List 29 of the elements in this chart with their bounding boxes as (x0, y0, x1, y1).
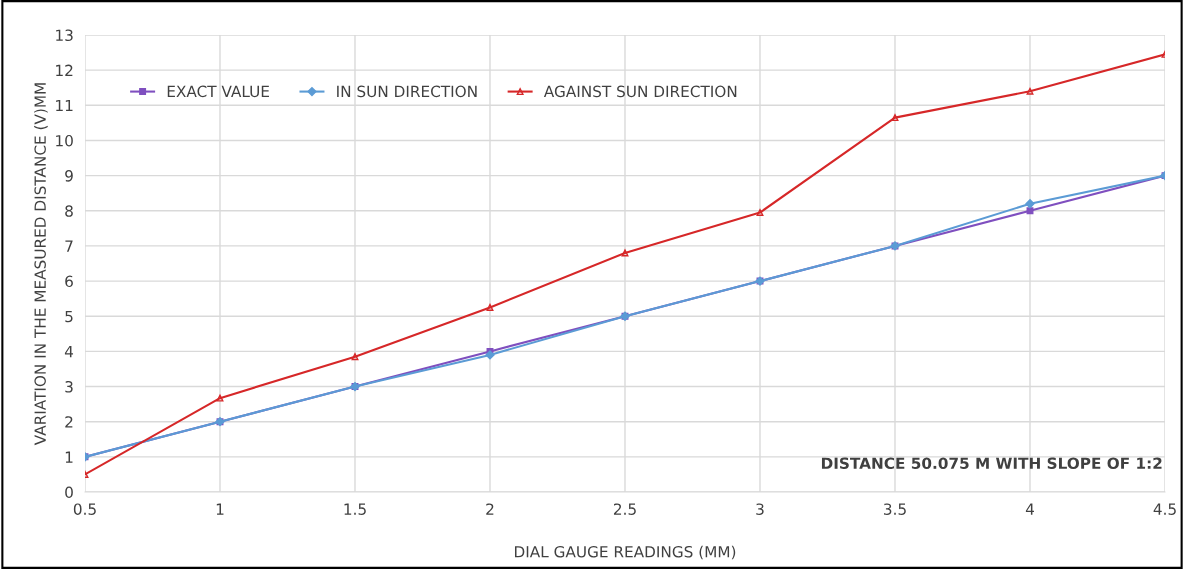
x-tick-label: 4 (1025, 503, 1034, 515)
x-tick-label: 2.5 (613, 503, 636, 515)
y-tick-label: 10 (56, 134, 73, 147)
y-tick-label: 3 (65, 381, 73, 393)
y-tick-label: 2 (65, 416, 73, 428)
y-tick-label: 4 (64, 346, 74, 358)
x-axis-title: DIAL GAUGE READINGS (MM) (515, 545, 736, 560)
x-tick-label: 4.5 (1153, 503, 1176, 515)
legend-label: EXACT VALUE (167, 85, 269, 98)
legend-label: AGAINST SUN DIRECTION (543, 85, 737, 98)
y-tick-label: 8 (65, 205, 73, 217)
y-tick-label: 5 (65, 310, 73, 323)
y-tick-label: 0 (65, 486, 73, 499)
y-axis-title: VARIATION IN THE MEASURED DISTANCE (V)MM (34, 83, 48, 446)
y-tick-label: 13 (56, 29, 73, 42)
y-tick-label: 12 (56, 64, 73, 76)
x-tick-label: 0.5 (73, 503, 96, 515)
y-tick-label: 11 (56, 99, 73, 112)
x-tick-label: 3.5 (884, 503, 906, 515)
y-tick-label: 1 (65, 451, 73, 463)
y-tick-label: 6 (65, 275, 73, 288)
y-tick-label: 9 (65, 170, 73, 182)
x-tick-label: 1 (216, 503, 224, 515)
x-tick-label: 2 (486, 503, 494, 515)
x-tick-label: 1.5 (344, 503, 366, 515)
x-tick-label: 3 (756, 503, 764, 515)
annotation: DISTANCE 50.075 M WITH SLOPE OF 1:2 (821, 457, 1162, 470)
legend-label: IN SUN DIRECTION (337, 85, 477, 98)
y-tick-label: 7 (65, 240, 73, 252)
